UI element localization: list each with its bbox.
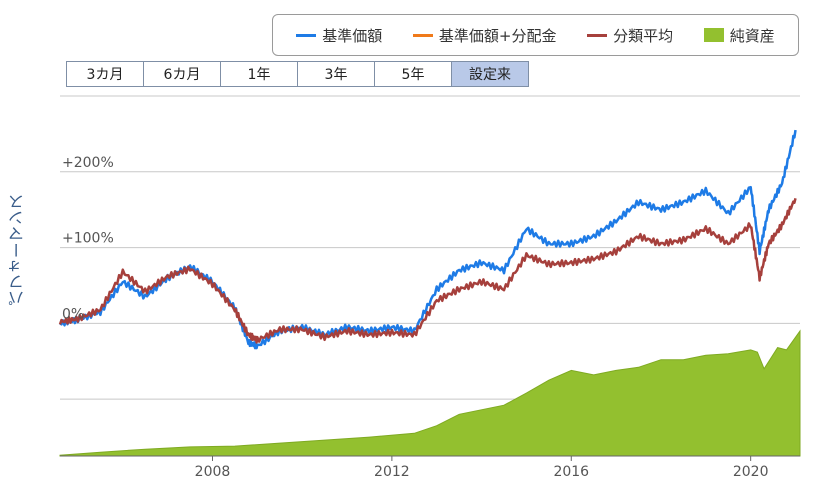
legend-swatch — [703, 28, 724, 42]
legend-swatch — [587, 33, 608, 37]
legend-label: 純資産 — [729, 26, 775, 45]
legend-swatch — [412, 33, 433, 37]
y-tick-label: +200% — [62, 155, 114, 171]
x-tick-label: 2016 — [553, 464, 589, 480]
legend-swatch — [296, 33, 317, 37]
legend-label: 分類平均 — [613, 26, 674, 45]
x-tick-label: 2008 — [195, 464, 231, 480]
x-tick-label: 2020 — [733, 464, 769, 480]
period-selector: 3カ月 6カ月 1年 3年 5年 設定来 — [66, 61, 529, 87]
period-button-3m[interactable]: 3カ月 — [66, 61, 144, 87]
legend-label: 基準価額 — [322, 26, 383, 45]
period-button-since-inception[interactable]: 設定来 — [451, 61, 529, 87]
area-series-net-assets — [59, 329, 801, 457]
legend-item-nav-with-dividend[interactable]: 基準価額+分配金 — [412, 25, 557, 46]
y-tick-label: 0% — [62, 306, 84, 322]
chart-legend: 基準価額 基準価額+分配金 分類平均 純資産 — [272, 14, 799, 56]
legend-item-net-assets[interactable]: 純資産 — [703, 25, 775, 46]
period-button-5y[interactable]: 5年 — [374, 61, 452, 87]
line-series-category-average — [58, 197, 797, 344]
y-tick-label: +100% — [62, 231, 114, 247]
legend-item-category-average[interactable]: 分類平均 — [587, 25, 673, 46]
legend-item-nav[interactable]: 基準価額 — [296, 25, 382, 46]
x-tick-label: 2012 — [374, 464, 410, 480]
line-series-nav — [59, 129, 797, 350]
period-button-6m[interactable]: 6カ月 — [143, 61, 221, 87]
period-button-1y[interactable]: 1年 — [220, 61, 298, 87]
period-button-3y[interactable]: 3年 — [297, 61, 375, 87]
legend-label: 基準価額+分配金 — [438, 26, 557, 45]
